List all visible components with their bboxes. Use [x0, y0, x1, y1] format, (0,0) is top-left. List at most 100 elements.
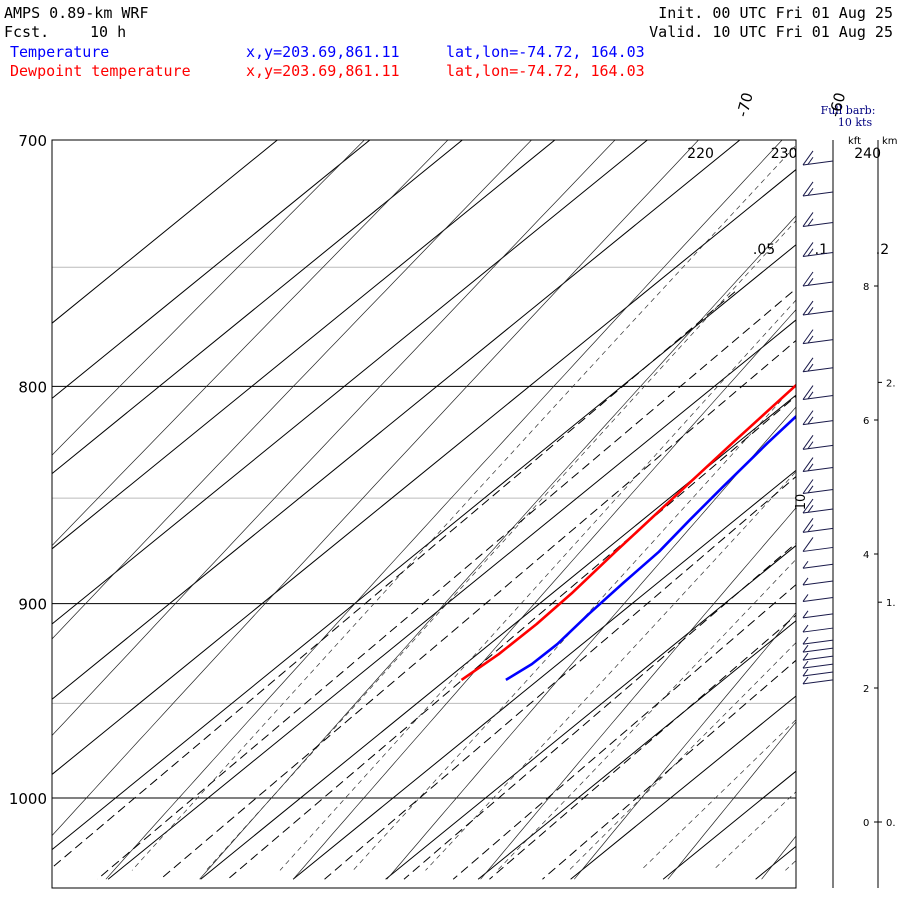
dry-adiabat-line: [199, 215, 796, 880]
barb-flag: [802, 435, 814, 450]
thermo-lines: [52, 140, 796, 880]
barb-half-flag: [802, 624, 809, 633]
barb-half-flag: [807, 391, 814, 400]
barb-staff: [802, 160, 834, 166]
valid-time: Valid. 10 UTC Fri 01 Aug 25: [649, 23, 893, 41]
barb-staff: [802, 467, 834, 473]
barb-flag: [802, 150, 814, 166]
model-title: AMPS 0.89-km WRF: [4, 4, 149, 22]
kft-tick-label: 2: [863, 684, 869, 695]
barb-half-flag: [807, 218, 814, 227]
barb-staff: [802, 563, 834, 569]
kft-tick-label: 8: [863, 282, 869, 293]
barb-staff: [802, 251, 834, 257]
barb-staff: [802, 420, 834, 426]
isotherm-line: [52, 140, 371, 400]
isotherm-line: [52, 168, 796, 776]
barb-half-flag: [802, 676, 809, 685]
moist-adiabat-line: [497, 558, 796, 871]
isotherm-line: [662, 770, 796, 880]
dry-adiabat-line: [761, 835, 796, 880]
mixing-ratio-line: [452, 583, 796, 880]
isotherm-line: [52, 140, 556, 550]
barb-flag: [802, 410, 814, 425]
wind-barb: [802, 457, 834, 473]
wind-barb: [802, 385, 834, 401]
isotherm-line: [107, 319, 796, 880]
wind-barb: [802, 594, 834, 602]
barb-staff: [802, 367, 834, 373]
barb-staff: [802, 527, 834, 533]
barb-key-line1: Full barb:: [821, 104, 876, 117]
wind-barb: [802, 435, 834, 450]
barb-flag: [802, 518, 814, 533]
moist-adiabat-line: [131, 144, 796, 871]
barb-flag: [802, 329, 814, 344]
dry-adiabat-line: [480, 507, 796, 880]
barb-staff: [802, 310, 834, 316]
barb-half-flag: [807, 307, 814, 315]
wind-barb: [802, 357, 834, 373]
wind-barb: [802, 242, 834, 257]
wind-barb: [802, 479, 834, 494]
mixing-ratio-line: [227, 395, 796, 880]
mixing-ratio-line: [97, 291, 793, 880]
wind-barb: [802, 660, 834, 669]
barb-staff: [802, 655, 834, 661]
barb-half-flag: [802, 652, 809, 661]
wind-barb: [802, 271, 834, 287]
barb-half-flag: [802, 660, 809, 669]
isotherm-line: [52, 140, 649, 625]
axis-labels: 7008009001000-70-60-50-40-30-20-10022023…: [9, 91, 889, 808]
dry-adiabat-line: [292, 309, 796, 880]
barb-half-flag: [802, 610, 809, 619]
forecast-hour: 10 h: [90, 23, 126, 41]
barb-half-flag: [802, 636, 809, 645]
barb-half-flag: [807, 248, 814, 257]
barb-staff: [802, 596, 834, 602]
isotherm-line: [477, 620, 796, 880]
km-unit-label: km: [882, 136, 898, 147]
wind-barb: [802, 560, 834, 569]
barb-flag: [802, 271, 814, 287]
wind-barb: [802, 181, 834, 197]
barb-half-flag: [807, 441, 814, 449]
barb-flag: [802, 537, 814, 552]
km-tick-label: 1.: [886, 598, 896, 609]
barb-half-flag: [807, 363, 814, 372]
init-time: Init. 00 UTC Fri 01 Aug 25: [658, 4, 893, 22]
wind-barb: [802, 577, 834, 586]
isotherm-line: [52, 140, 464, 475]
wind-barbs: [802, 140, 834, 888]
kft-tick-label: 0: [863, 818, 869, 829]
barb-staff: [802, 191, 834, 197]
barb-half-flag: [802, 560, 809, 569]
wind-barb: [802, 150, 834, 166]
barb-half-flag: [807, 485, 814, 494]
wind-barb: [802, 300, 834, 316]
barb-half-flag: [807, 277, 814, 286]
barb-staff: [802, 627, 834, 633]
barb-flag: [802, 385, 814, 400]
barb-staff: [802, 508, 834, 514]
barb-staff: [802, 281, 834, 287]
barb-flag: [802, 300, 814, 316]
barb-flag: [802, 498, 814, 514]
isotherm-line: [292, 469, 796, 880]
isotherm-line: [52, 244, 796, 851]
barb-flag: [802, 457, 814, 472]
dry-adiabat-line: [52, 140, 699, 837]
mixing-ratio-line: [324, 475, 796, 880]
legend-dewpoint-xy: x,y=203.69,861.11: [246, 62, 400, 80]
moist-adiabat-line: [712, 791, 796, 871]
isotherm-line: [570, 695, 796, 880]
barb-staff: [802, 679, 834, 685]
legend-temperature-latlon: lat,lon=-74.72, 164.03: [446, 43, 645, 61]
mixing-ratio-label: .2: [876, 242, 889, 258]
barb-staff: [802, 663, 834, 669]
dry-adiabat-line: [667, 721, 796, 880]
mixing-ratio-line: [542, 659, 796, 880]
wind-barb: [802, 518, 834, 533]
barb-staff: [802, 444, 834, 450]
barb-half-flag: [807, 156, 814, 165]
